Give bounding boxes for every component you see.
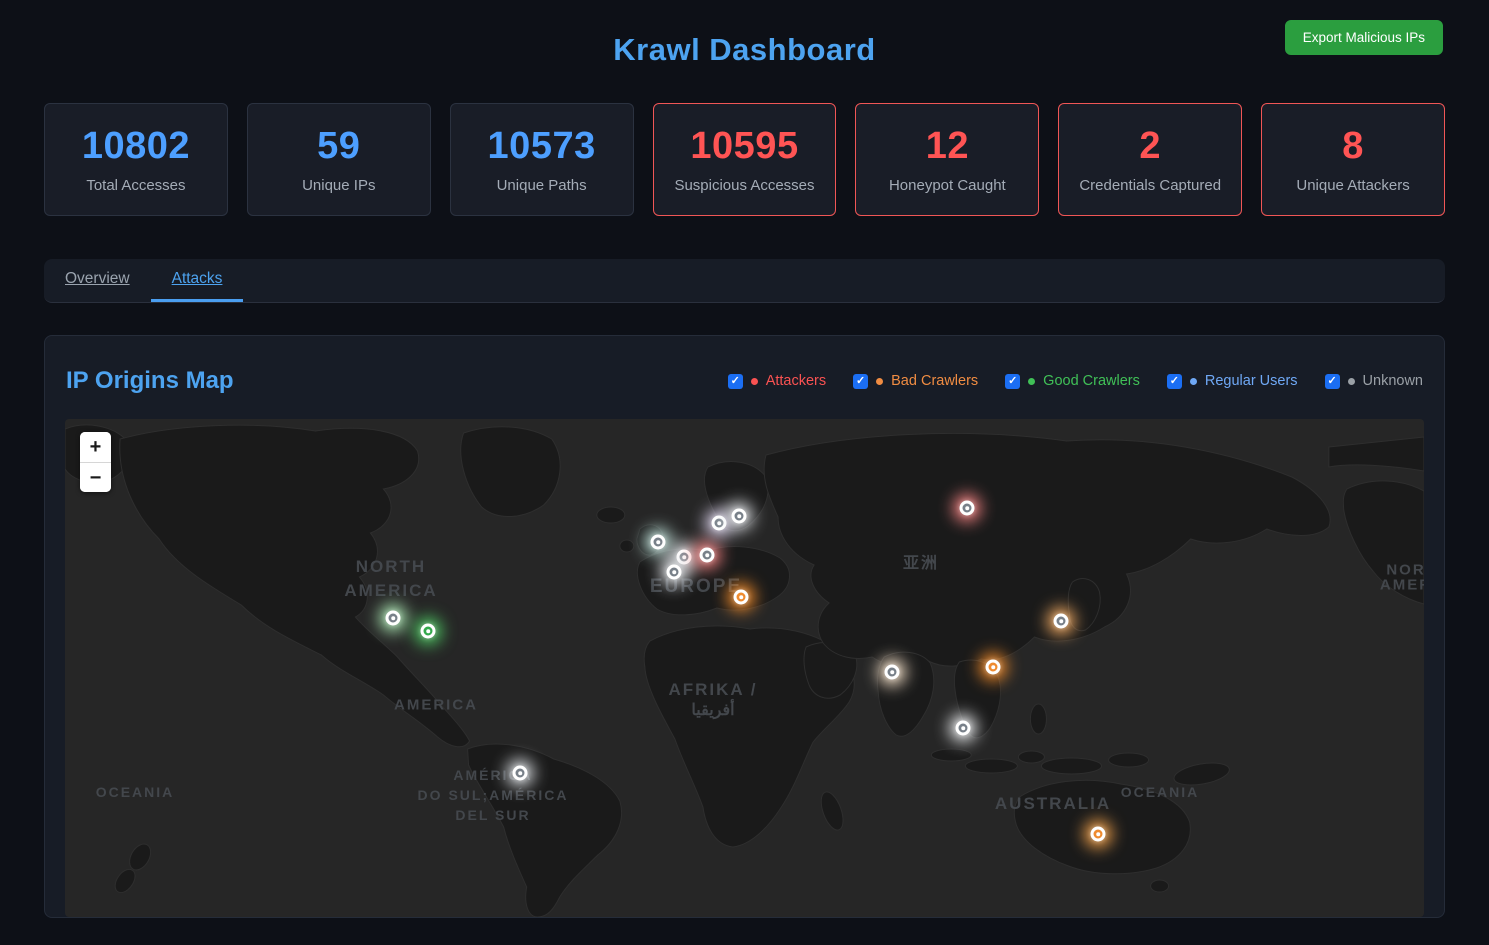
header: Krawl Dashboard Export Malicious IPs xyxy=(44,0,1445,100)
legend-checkbox-attackers[interactable]: ✓ xyxy=(727,373,743,389)
legend-item-unknown: ✓ Unknown xyxy=(1324,373,1423,389)
map-marker[interactable] xyxy=(650,534,666,550)
map-marker[interactable] xyxy=(1053,613,1069,629)
map-marker[interactable] xyxy=(731,508,747,524)
good-crawlers-dot-icon xyxy=(1028,377,1036,385)
stat-label: Unique Attackers xyxy=(1296,177,1410,194)
map-canvas[interactable]: + − NORTH AMERICA AMERICA AMÉRICA DO SUL;AMÉ… xyxy=(65,419,1424,917)
stat-value: 8 xyxy=(1342,125,1364,167)
dashboard-page: Krawl Dashboard Export Malicious IPs 108… xyxy=(0,0,1489,918)
map-marker[interactable] xyxy=(985,659,1001,675)
tab-bar: Overview Attacks xyxy=(44,259,1445,303)
stat-value: 59 xyxy=(317,125,361,167)
legend-label: Good Crawlers xyxy=(1043,373,1140,389)
stat-label: Total Accesses xyxy=(86,177,186,194)
legend-checkbox-unknown[interactable]: ✓ xyxy=(1324,373,1340,389)
map-marker[interactable] xyxy=(733,589,749,605)
map-panel-title: IP Origins Map xyxy=(66,367,234,394)
regular-users-dot-icon xyxy=(1189,377,1197,385)
legend-checkbox-good-crawlers[interactable]: ✓ xyxy=(1005,373,1021,389)
stat-label: Honeypot Caught xyxy=(888,177,1006,194)
legend-checkbox-regular-users[interactable]: ✓ xyxy=(1166,373,1182,389)
unknown-dot-icon xyxy=(1347,377,1355,385)
bad-crawlers-dot-icon xyxy=(876,377,884,385)
map-marker[interactable] xyxy=(959,500,975,516)
legend-item-regular-users: ✓ Regular Users xyxy=(1166,373,1298,389)
stat-value: 12 xyxy=(925,125,969,167)
map-marker[interactable] xyxy=(666,564,682,580)
map-marker[interactable] xyxy=(884,664,900,680)
stat-card-credentials-captured: 2 Credentials Captured xyxy=(1058,103,1243,216)
map-panel-header: IP Origins Map ✓ Attackers ✓ Bad Crawler… xyxy=(65,356,1424,406)
attackers-dot-icon xyxy=(750,377,758,385)
page-title: Krawl Dashboard xyxy=(613,32,876,67)
stat-card-unique-paths: 10573 Unique Paths xyxy=(449,103,634,216)
map-marker[interactable] xyxy=(711,515,727,531)
tab-overview[interactable]: Overview xyxy=(65,270,130,287)
world-map xyxy=(65,424,1424,917)
legend-checkbox-bad-crawlers[interactable]: ✓ xyxy=(853,373,869,389)
legend-item-good-crawlers: ✓ Good Crawlers xyxy=(1005,373,1140,389)
map-zoom-control: + − xyxy=(80,432,111,492)
map-marker[interactable] xyxy=(420,623,436,639)
stats-row: 10802 Total Accesses 59 Unique IPs 10573… xyxy=(44,103,1445,216)
map-legend: ✓ Attackers ✓ Bad Crawlers ✓ Good Crawle… xyxy=(727,373,1423,389)
map-marker[interactable] xyxy=(676,549,692,565)
stat-card-honeypot-caught: 12 Honeypot Caught xyxy=(855,103,1040,216)
stat-value: 10573 xyxy=(487,125,596,167)
legend-item-attackers: ✓ Attackers xyxy=(727,373,827,389)
map-marker[interactable] xyxy=(1090,826,1106,842)
stat-card-suspicious-accesses: 10595 Suspicious Accesses xyxy=(652,103,837,216)
legend-item-bad-crawlers: ✓ Bad Crawlers xyxy=(853,373,978,389)
tab-attacks[interactable]: Attacks xyxy=(150,259,244,302)
stat-value: 2 xyxy=(1139,125,1162,167)
stat-label: Credentials Captured xyxy=(1079,177,1222,194)
stat-label: Unique Paths xyxy=(496,177,587,194)
ip-origins-map-panel: IP Origins Map ✓ Attackers ✓ Bad Crawler… xyxy=(44,335,1445,918)
legend-label: Regular Users xyxy=(1204,373,1298,389)
map-marker[interactable] xyxy=(699,547,715,563)
map-marker[interactable] xyxy=(385,610,401,626)
zoom-in-button[interactable]: + xyxy=(80,432,111,462)
stat-value: 10802 xyxy=(81,125,190,167)
export-malicious-ips-button[interactable]: Export Malicious IPs xyxy=(1284,20,1443,55)
stat-card-total-accesses: 10802 Total Accesses xyxy=(44,103,228,216)
stat-card-unique-ips: 59 Unique IPs xyxy=(246,103,431,216)
map-marker[interactable] xyxy=(955,720,971,736)
stat-card-unique-attackers: 8 Unique Attackers xyxy=(1261,103,1445,216)
legend-label: Bad Crawlers xyxy=(891,373,979,389)
zoom-out-button[interactable]: − xyxy=(80,462,111,492)
legend-label: Attackers xyxy=(765,373,827,389)
stat-value: 10595 xyxy=(690,125,799,167)
map-marker[interactable] xyxy=(512,765,528,781)
stat-label: Suspicious Accesses xyxy=(674,177,815,194)
stat-label: Unique IPs xyxy=(302,177,376,194)
legend-label: Unknown xyxy=(1362,373,1423,389)
